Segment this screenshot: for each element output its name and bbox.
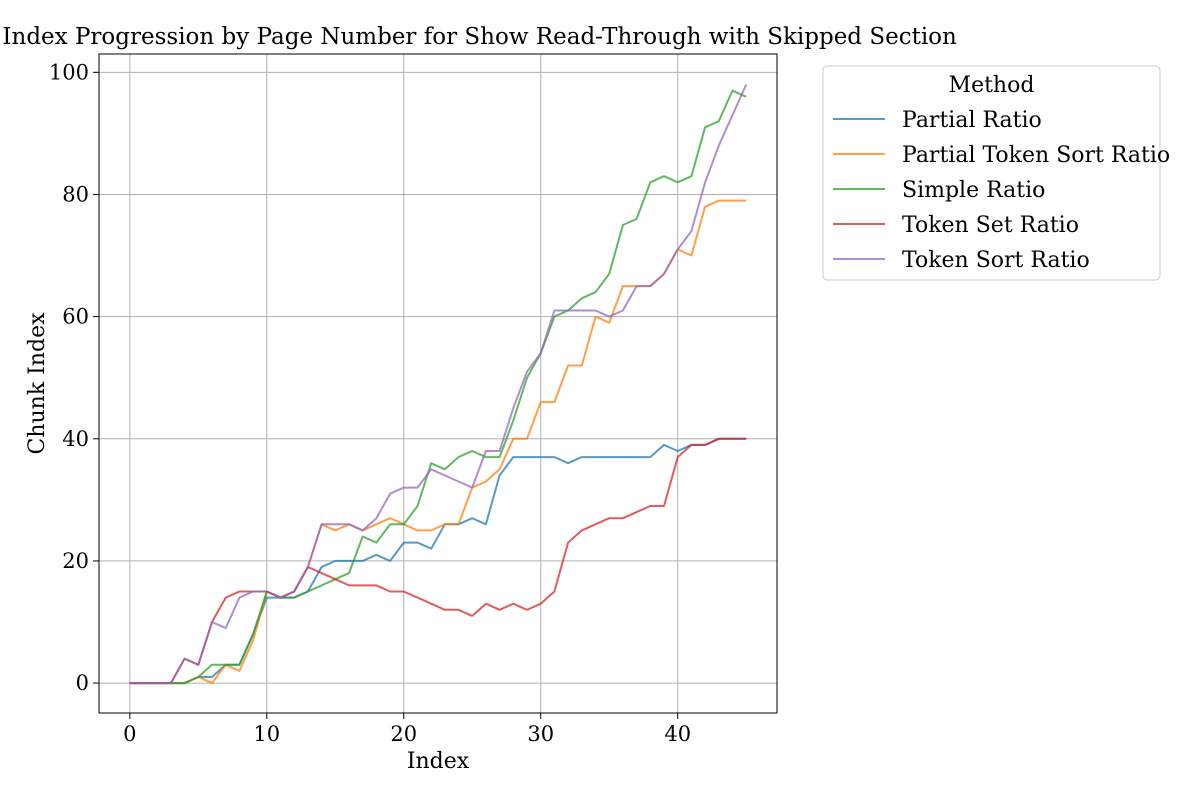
grid-layer: [99, 54, 777, 713]
series-layer: [129, 84, 748, 685]
series-line-token-set-ratio: [129, 437, 747, 685]
x-tick-label: 30: [527, 722, 554, 746]
plot-frame: [98, 53, 778, 714]
legend-label: Simple Ratio: [902, 178, 1045, 203]
y-tick-label: 80: [62, 182, 89, 206]
series-line-partial-token-sort-ratio: [129, 199, 747, 685]
y-tick-label: 100: [49, 60, 89, 84]
x-tick-label: 10: [253, 722, 280, 746]
legend-entries: Partial Ratio Partial Token Sort Ratio Sim…: [833, 108, 1170, 273]
legend-entry: Token Sort Ratio: [833, 248, 1090, 273]
legend-label: Token Set Ratio: [902, 213, 1079, 238]
legend-entry: Token Set Ratio: [833, 213, 1079, 238]
series-line-simple-ratio: [129, 89, 747, 685]
x-axis-title: Index: [407, 749, 470, 774]
y-tick-label: 40: [62, 427, 89, 451]
series-line-token-sort-ratio: [129, 84, 748, 685]
legend-entry: Partial Token Sort Ratio: [833, 143, 1170, 168]
x-tick-label: 40: [664, 722, 691, 746]
x-tick-label: 0: [123, 722, 136, 746]
legend: Method Partial Ratio Partial Token Sort R…: [822, 65, 1170, 281]
legend-label: Token Sort Ratio: [902, 248, 1090, 273]
legend-box: [822, 65, 1161, 281]
legend-entry: Partial Ratio: [833, 108, 1042, 133]
y-tick-label: 60: [62, 305, 89, 329]
legend-title: Method: [949, 73, 1035, 98]
y-axis-title: Chunk Index: [25, 312, 50, 455]
legend-label: Partial Token Sort Ratio: [902, 143, 1170, 168]
legend-label: Partial Ratio: [902, 108, 1042, 133]
tick-layer: 0 10 20 30 40 0 20 40 60 80 100: [49, 60, 691, 746]
y-tick-label: 0: [76, 671, 89, 695]
legend-entry: Simple Ratio: [833, 178, 1045, 203]
x-tick-label: 20: [390, 722, 417, 746]
y-tick-label: 20: [62, 549, 89, 573]
chart-title: Chunk Index Progression by Page Number f…: [0, 24, 957, 50]
